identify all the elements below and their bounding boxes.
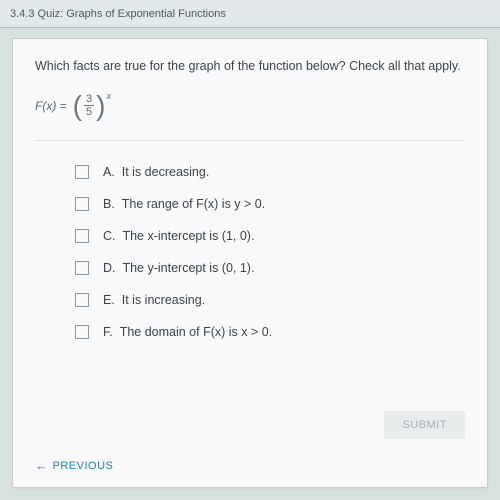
arrow-left-icon: ←: [35, 458, 49, 473]
quiz-title: 3.4.3 Quiz: Graphs of Exponential Functi…: [10, 8, 226, 20]
checkbox-icon[interactable]: [75, 261, 89, 275]
divider: [35, 140, 465, 141]
option-label: A. It is decreasing.: [103, 165, 209, 179]
option-row-e[interactable]: E. It is increasing.: [75, 293, 465, 307]
previous-label: PREVIOUS: [53, 460, 114, 472]
top-bar: 3.4.3 Quiz: Graphs of Exponential Functi…: [0, 0, 500, 28]
fraction-denominator: 5: [84, 106, 94, 118]
options-list: A. It is decreasing. B. The range of F(x…: [35, 165, 465, 339]
fraction: 3 5: [84, 93, 94, 118]
option-label: F. The domain of F(x) is x > 0.: [103, 325, 272, 339]
option-label: B. The range of F(x) is y > 0.: [103, 197, 265, 211]
checkbox-icon[interactable]: [75, 165, 89, 179]
question-card: Which facts are true for the graph of th…: [12, 38, 488, 488]
checkbox-icon[interactable]: [75, 325, 89, 339]
left-paren-icon: (: [73, 90, 82, 122]
option-row-f[interactable]: F. The domain of F(x) is x > 0.: [75, 325, 465, 339]
submit-button[interactable]: SUBMIT: [384, 411, 465, 439]
question-formula: F(x) = ( 3 5 ) x: [35, 90, 465, 122]
quiz-screen: 3.4.3 Quiz: Graphs of Exponential Functi…: [0, 0, 500, 500]
option-row-b[interactable]: B. The range of F(x) is y > 0.: [75, 197, 465, 211]
question-text: Which facts are true for the graph of th…: [35, 57, 465, 76]
formula-func-label: F(x) =: [35, 99, 67, 113]
option-row-c[interactable]: C. The x-intercept is (1, 0).: [75, 229, 465, 243]
fraction-numerator: 3: [84, 93, 94, 106]
checkbox-icon[interactable]: [75, 197, 89, 211]
option-label: E. It is increasing.: [103, 293, 205, 307]
formula-exponent: x: [106, 91, 111, 101]
option-label: C. The x-intercept is (1, 0).: [103, 229, 254, 243]
checkbox-icon[interactable]: [75, 293, 89, 307]
formula-fraction-group: ( 3 5 ) x: [73, 90, 110, 122]
option-row-a[interactable]: A. It is decreasing.: [75, 165, 465, 179]
right-paren-icon: ): [96, 90, 105, 122]
previous-button[interactable]: ← PREVIOUS: [35, 458, 113, 473]
checkbox-icon[interactable]: [75, 229, 89, 243]
option-label: D. The y-intercept is (0, 1).: [103, 261, 254, 275]
option-row-d[interactable]: D. The y-intercept is (0, 1).: [75, 261, 465, 275]
